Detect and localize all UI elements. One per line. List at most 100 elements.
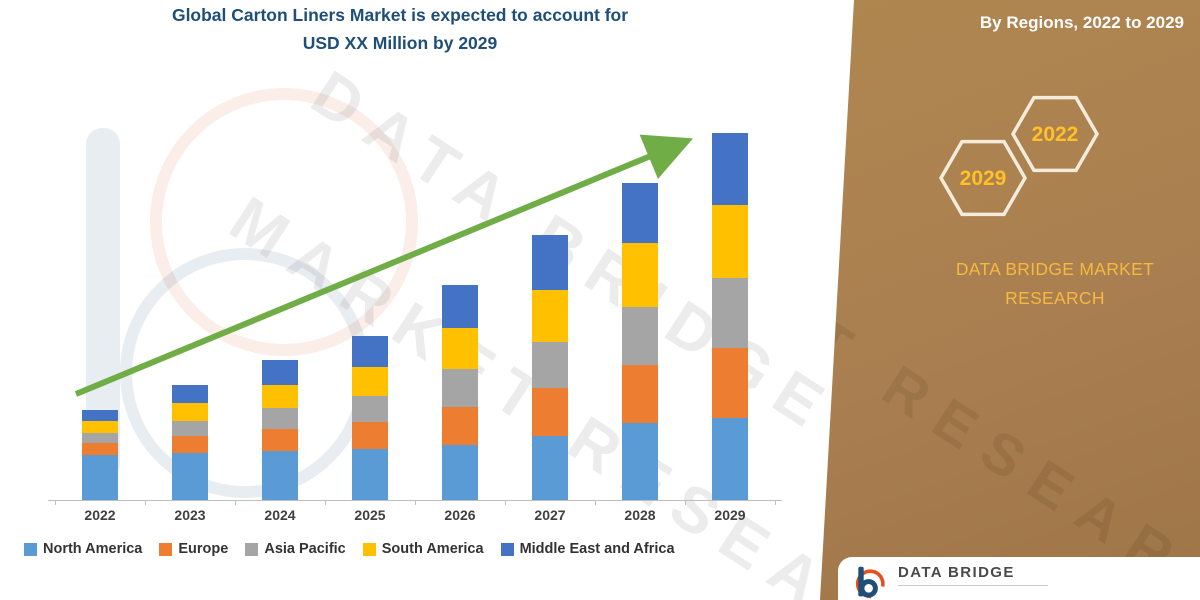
stacked-bar-2028 bbox=[622, 183, 658, 500]
x-axis-label-2022: 2022 bbox=[84, 507, 116, 523]
bar-segment-europe bbox=[442, 407, 478, 445]
legend-item: South America bbox=[362, 541, 484, 557]
legend-item: Asia Pacific bbox=[245, 541, 346, 557]
bar-segment-middle-east-and-africa bbox=[622, 183, 658, 243]
x-axis-label-2027: 2027 bbox=[534, 507, 566, 523]
legend-label: North America bbox=[43, 541, 143, 557]
bar-segment-middle-east-and-africa bbox=[442, 285, 478, 328]
legend-label: Middle East and Africa bbox=[519, 541, 675, 557]
hexagon-2022-outline bbox=[1010, 95, 1100, 173]
bar-segment-south-america bbox=[352, 367, 388, 396]
bar-segment-middle-east-and-africa bbox=[352, 336, 388, 367]
stacked-bar-chart bbox=[55, 120, 775, 500]
legend-marker-icon bbox=[500, 542, 514, 556]
bar-segment-europe bbox=[172, 436, 208, 453]
x-axis-labels: 2022 2023 2024 2025 2026 2027 2028 2029 bbox=[55, 507, 775, 523]
brand-card-divider bbox=[898, 585, 1048, 586]
stacked-bar-2025 bbox=[352, 336, 388, 500]
x-axis-label-2029: 2029 bbox=[714, 507, 746, 523]
stacked-bar-2029 bbox=[712, 133, 748, 500]
brand-card: DATA BRIDGE bbox=[838, 557, 1200, 600]
bar-segment-asia-pacific bbox=[532, 342, 568, 388]
x-axis-label-2025: 2025 bbox=[354, 507, 386, 523]
bar-segment-north-america bbox=[622, 423, 658, 500]
bar-segment-europe bbox=[352, 422, 388, 449]
bar-segment-asia-pacific bbox=[442, 369, 478, 407]
hexagon-2022-label: 2022 bbox=[1032, 123, 1079, 146]
bar-segment-north-america bbox=[352, 449, 388, 500]
bar-segment-europe bbox=[532, 388, 568, 436]
bar-segment-asia-pacific bbox=[622, 307, 658, 365]
stacked-bar-2027 bbox=[532, 235, 568, 500]
bar-segment-asia-pacific bbox=[262, 408, 298, 429]
bar-segment-asia-pacific bbox=[352, 396, 388, 422]
chart-title-line1: Global Carton Liners Market is expected … bbox=[171, 5, 629, 25]
bar-segment-south-america bbox=[442, 328, 478, 369]
axis-tick bbox=[55, 501, 56, 505]
legend-marker-icon bbox=[24, 542, 37, 556]
legend-item: North America bbox=[24, 541, 142, 557]
bar-segment-south-america bbox=[622, 243, 658, 307]
side-panel: MARKET RESEARCH By Regions, 2022 to 2029… bbox=[820, 0, 1200, 600]
legend-marker-icon bbox=[362, 542, 376, 556]
bar-segment-north-america bbox=[532, 436, 568, 500]
stacked-bar-2022 bbox=[82, 410, 118, 500]
chart-title-line2: USD XX Million by 2029 bbox=[302, 33, 498, 53]
bar-segment-north-america bbox=[262, 451, 298, 500]
x-axis-label-2026: 2026 bbox=[444, 507, 476, 523]
bar-segment-asia-pacific bbox=[82, 433, 118, 443]
x-axis-label-2028: 2028 bbox=[624, 507, 656, 523]
bar-segment-south-america bbox=[712, 205, 748, 278]
bar-segment-europe bbox=[262, 429, 298, 451]
legend-item: Middle East and Africa bbox=[500, 541, 675, 557]
x-axis-line bbox=[48, 500, 782, 501]
axis-tick bbox=[325, 501, 326, 505]
bar-segment-north-america bbox=[82, 455, 118, 500]
bar-segment-south-america bbox=[82, 421, 118, 433]
bar-segment-middle-east-and-africa bbox=[532, 235, 568, 290]
axis-tick bbox=[415, 501, 416, 505]
brand-card-text: DATA BRIDGE bbox=[898, 564, 1048, 586]
bar-segment-europe bbox=[712, 348, 748, 418]
bar-segment-europe bbox=[622, 365, 658, 423]
legend-label: Asia Pacific bbox=[264, 541, 346, 557]
legend-marker-icon bbox=[159, 542, 173, 556]
bar-segment-south-america bbox=[262, 385, 298, 408]
bar-segment-middle-east-and-africa bbox=[172, 385, 208, 403]
axis-tick bbox=[145, 501, 146, 505]
stacked-bar-2026 bbox=[442, 285, 478, 500]
hexagon-2029-outline bbox=[938, 139, 1028, 217]
panel-brand-line2: RESEARCH bbox=[1005, 288, 1105, 308]
axis-tick bbox=[595, 501, 596, 505]
bar-segment-europe bbox=[82, 443, 118, 455]
legend-label: South America bbox=[381, 541, 484, 557]
year-hexagons: 2029 2022 bbox=[938, 95, 1100, 217]
panel-brand-line1: DATA BRIDGE MARKET bbox=[955, 259, 1155, 279]
data-bridge-logo-icon bbox=[855, 566, 885, 599]
axis-tick bbox=[685, 501, 686, 505]
bar-segment-middle-east-and-africa bbox=[262, 360, 298, 385]
axis-tick bbox=[505, 501, 506, 505]
panel-brand-text: DATA BRIDGE MARKET RESEARCH bbox=[902, 255, 1200, 313]
legend-item: Europe bbox=[159, 541, 228, 557]
axis-tick bbox=[775, 501, 776, 505]
stacked-bar-2024 bbox=[262, 360, 298, 500]
brand-card-title: DATA BRIDGE bbox=[898, 564, 1015, 581]
stacked-bar-2023 bbox=[172, 385, 208, 500]
bar-segment-north-america bbox=[712, 418, 748, 500]
x-axis-label-2024: 2024 bbox=[264, 507, 296, 523]
bar-segment-south-america bbox=[172, 403, 208, 421]
axis-tick bbox=[235, 501, 236, 505]
bar-segment-asia-pacific bbox=[172, 421, 208, 436]
bar-segment-south-america bbox=[532, 290, 568, 342]
bar-segment-middle-east-and-africa bbox=[82, 410, 118, 421]
legend-label: Europe bbox=[178, 541, 229, 557]
panel-heading: By Regions, 2022 to 2029 bbox=[979, 13, 1184, 32]
bar-segment-asia-pacific bbox=[712, 278, 748, 348]
bar-segment-north-america bbox=[172, 453, 208, 500]
x-axis-label-2023: 2023 bbox=[174, 507, 206, 523]
legend-marker-icon bbox=[245, 542, 259, 556]
chart-title: Global Carton Liners Market is expected … bbox=[0, 1, 800, 57]
hexagon-2029-label: 2029 bbox=[960, 167, 1007, 190]
